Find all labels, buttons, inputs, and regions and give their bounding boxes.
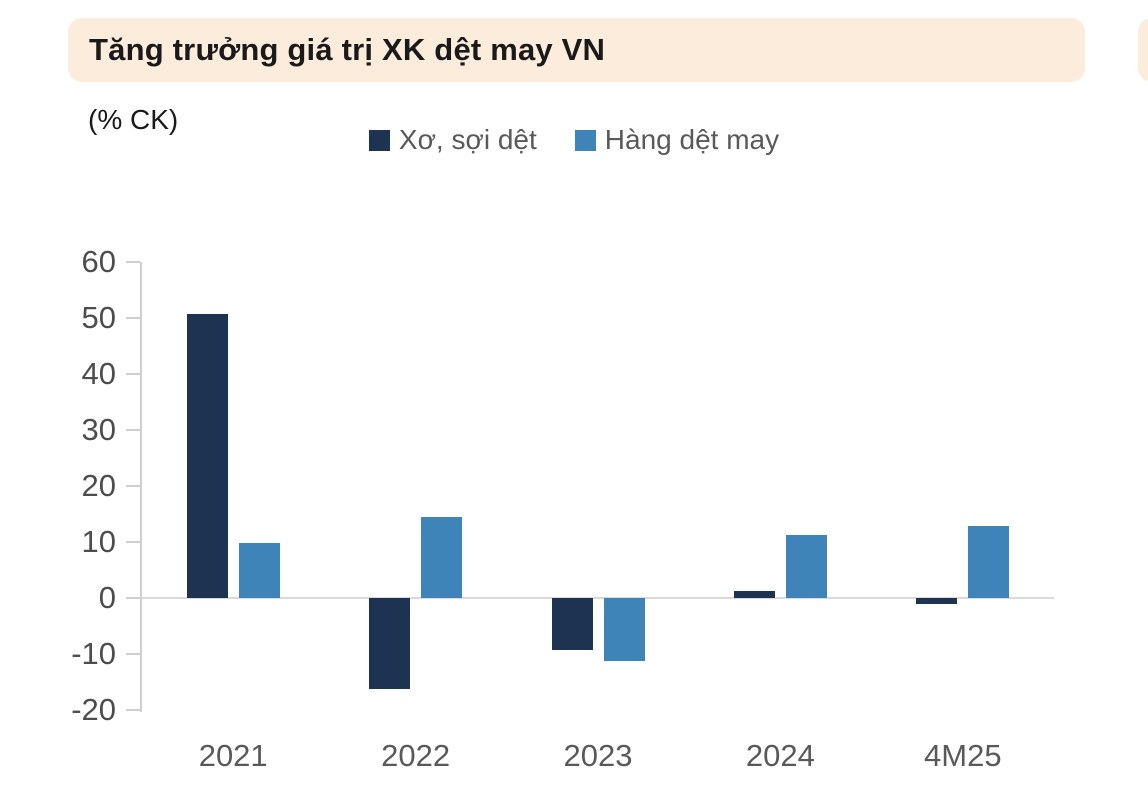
bar-2023-series1 bbox=[603, 598, 645, 662]
chart-title-card: Tăng trưởng giá trị XK dệt may VN bbox=[68, 18, 1085, 82]
bar-4m25-series0 bbox=[916, 598, 958, 605]
y-tick-mark bbox=[126, 429, 140, 431]
y-tick-label: 10 bbox=[81, 524, 116, 559]
bar-2021-series1 bbox=[238, 543, 280, 598]
y-tick-label: -20 bbox=[71, 692, 116, 727]
legend-swatch-xo-soi-det bbox=[368, 129, 390, 151]
y-tick-mark bbox=[126, 261, 140, 263]
y-tick-label: 60 bbox=[81, 244, 116, 279]
y-tick-mark bbox=[126, 597, 140, 599]
y-tick-label: 40 bbox=[81, 356, 116, 391]
y-tick-label: 20 bbox=[81, 468, 116, 503]
chart-legend: Xơ, sợi dệt Hàng dệt may bbox=[0, 124, 1148, 156]
y-axis-line bbox=[140, 262, 142, 712]
legend-swatch-hang-det-may bbox=[574, 129, 596, 151]
bar-2023-series0 bbox=[551, 598, 593, 651]
y-tick-label: 0 bbox=[98, 580, 116, 615]
zero-baseline bbox=[142, 597, 1054, 599]
bar-2022-series0 bbox=[369, 598, 411, 689]
adjacent-panel-title-card-fragment bbox=[1138, 18, 1148, 82]
y-tick-label: 50 bbox=[81, 300, 116, 335]
y-tick-mark bbox=[126, 373, 140, 375]
y-tick-label: -10 bbox=[71, 636, 116, 671]
legend-label-xo-soi-det: Xơ, sợi dệt bbox=[398, 124, 537, 155]
x-axis-label-2023: 2023 bbox=[563, 738, 633, 773]
bar-2024-series0 bbox=[733, 591, 775, 598]
legend-label-hang-det-may: Hàng dệt may bbox=[604, 124, 780, 155]
legend-item-xo-soi-det: Xơ, sợi dệt bbox=[368, 124, 537, 156]
chart-title: Tăng trưởng giá trị XK dệt may VN bbox=[89, 32, 606, 67]
bar-2021-series0 bbox=[186, 313, 228, 598]
bar-4m25-series1 bbox=[968, 525, 1010, 598]
y-axis-unit-label: (% CK) bbox=[88, 104, 179, 135]
y-tick-mark bbox=[126, 541, 140, 543]
y-tick-mark bbox=[126, 709, 140, 711]
bar-2022-series1 bbox=[421, 516, 463, 598]
y-tick-mark bbox=[126, 653, 140, 655]
x-axis-label-2024: 2024 bbox=[745, 738, 815, 773]
x-axis-label-2022: 2022 bbox=[381, 738, 451, 773]
y-tick-label: 30 bbox=[81, 412, 116, 447]
bar-2024-series1 bbox=[785, 535, 827, 598]
y-tick-mark bbox=[126, 485, 140, 487]
x-axis-label-2021: 2021 bbox=[198, 738, 268, 773]
y-tick-mark bbox=[126, 317, 140, 319]
x-axis-label-4m25: 4M25 bbox=[924, 738, 1002, 773]
legend-item-hang-det-may: Hàng dệt may bbox=[574, 124, 780, 156]
